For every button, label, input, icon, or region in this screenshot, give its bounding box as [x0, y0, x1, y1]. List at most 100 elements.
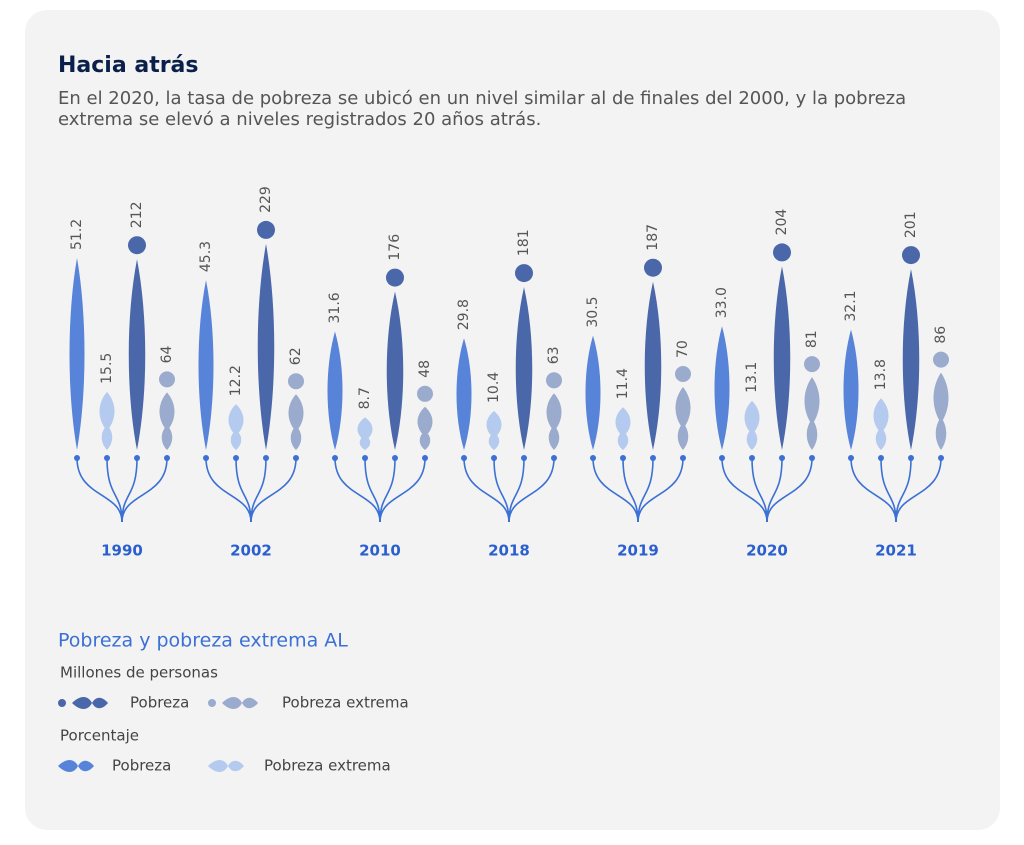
branch-dot — [74, 455, 80, 461]
branch-dot — [908, 455, 914, 461]
branch-dot — [164, 455, 170, 461]
branch-dot — [848, 455, 854, 461]
spindle — [773, 243, 791, 450]
branch-dot — [521, 455, 527, 461]
value-label: 229 — [258, 186, 274, 213]
value-label: 10.4 — [486, 372, 502, 403]
spindle — [933, 351, 949, 450]
tree-branch — [895, 457, 912, 523]
chart-title: Hacia atrás — [58, 53, 199, 78]
tree-branch — [250, 457, 297, 523]
spindle — [327, 331, 343, 450]
spindle — [198, 280, 214, 450]
value-label: 32.1 — [843, 290, 859, 321]
tree-branch — [106, 457, 123, 523]
spindle — [515, 264, 533, 450]
year-label: 2018 — [488, 542, 530, 560]
value-label: 204 — [774, 209, 790, 236]
tree-branch — [508, 457, 555, 523]
tree-branch — [751, 457, 768, 523]
subtitle-box: En el 2020, la tasa de pobreza se ubicó … — [58, 88, 907, 130]
chart-subtitle: En el 2020, la tasa de pobreza se ubicó … — [58, 88, 907, 130]
legend-label: Pobreza extrema — [282, 694, 409, 712]
legend-group: Porcentaje — [60, 727, 139, 745]
value-label: 13.8 — [873, 359, 889, 390]
spindle — [644, 258, 662, 450]
value-label: 86 — [933, 326, 949, 344]
value-label: 62 — [288, 347, 304, 365]
year-label: 2002 — [230, 542, 272, 560]
spindle — [744, 400, 760, 450]
value-label: 48 — [417, 360, 433, 378]
spindle — [228, 404, 244, 450]
tree-branch — [121, 457, 168, 523]
value-label: 201 — [903, 211, 919, 238]
spindle — [804, 356, 820, 450]
tree-branch — [493, 457, 510, 523]
tree-branch — [364, 457, 381, 523]
tree-branch — [463, 457, 510, 523]
spindle — [257, 220, 275, 450]
legend-icon — [58, 760, 94, 772]
year-label: 2019 — [617, 542, 659, 560]
spindle — [902, 246, 920, 450]
spindle — [288, 373, 304, 450]
branch-dot — [809, 455, 815, 461]
value-label: 181 — [516, 229, 532, 256]
tree-branch — [880, 457, 897, 523]
legend-title: Pobreza y pobreza extrema AL — [58, 630, 348, 652]
value-label: 64 — [159, 345, 175, 363]
branch-dot — [938, 455, 944, 461]
spindle — [486, 411, 502, 450]
year-label: 1990 — [101, 542, 143, 560]
branch-dot — [749, 455, 755, 461]
branch-dot — [263, 455, 269, 461]
value-label: 15.5 — [99, 353, 115, 384]
tree-branch — [76, 457, 123, 523]
legend-group: Millones de personas — [60, 664, 218, 682]
branch-dot — [680, 455, 686, 461]
tree-branch — [379, 457, 426, 523]
tree-branch — [334, 457, 381, 523]
legend-label: Pobreza — [112, 757, 171, 775]
value-label: 45.3 — [198, 241, 214, 272]
value-label: 13.1 — [744, 362, 760, 393]
year-label: 2020 — [746, 542, 788, 560]
tree-branch — [766, 457, 813, 523]
value-label: 30.5 — [585, 296, 601, 327]
value-label: 8.7 — [357, 387, 373, 409]
branch-dot — [878, 455, 884, 461]
spindle — [456, 338, 472, 450]
tree-branch — [508, 457, 525, 523]
branch-dot — [650, 455, 656, 461]
tree-branch — [205, 457, 252, 523]
branch-dot — [779, 455, 785, 461]
branch-dot — [719, 455, 725, 461]
value-label: 63 — [546, 346, 562, 364]
branch-dot — [461, 455, 467, 461]
spindle — [714, 326, 730, 450]
tree-branch — [121, 457, 138, 523]
value-label: 29.8 — [456, 299, 472, 330]
tree-branch — [235, 457, 252, 523]
tree-branch — [379, 457, 396, 523]
branch-dot — [332, 455, 338, 461]
tree-branch — [895, 457, 942, 523]
tree-branch — [592, 457, 639, 523]
branch-dot — [233, 455, 239, 461]
card — [25, 10, 1000, 830]
year-label: 2010 — [359, 542, 401, 560]
branch-dot — [104, 455, 110, 461]
value-label: 31.6 — [327, 292, 343, 323]
spindle — [546, 372, 562, 450]
tree-branch — [622, 457, 639, 523]
value-label: 70 — [675, 340, 691, 358]
tree-branch — [766, 457, 783, 523]
spindle — [128, 236, 146, 450]
value-label: 212 — [129, 201, 145, 228]
value-label: 11.4 — [615, 368, 631, 399]
value-label: 187 — [645, 224, 661, 251]
spindle — [69, 258, 85, 450]
spindle — [873, 398, 889, 450]
